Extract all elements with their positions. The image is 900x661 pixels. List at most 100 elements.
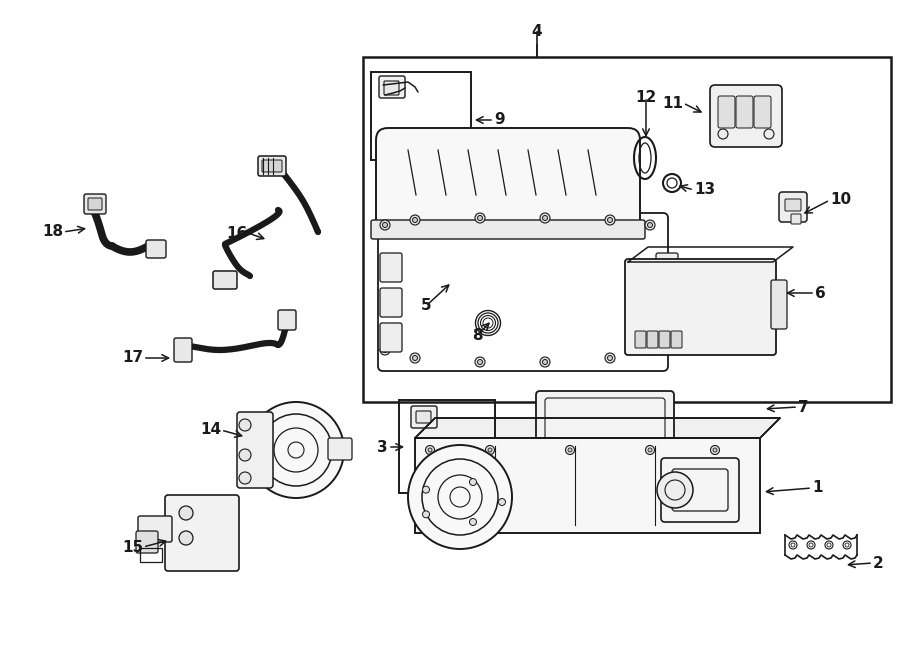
FancyBboxPatch shape (656, 288, 678, 317)
FancyBboxPatch shape (416, 411, 431, 423)
Circle shape (488, 448, 492, 452)
Circle shape (540, 213, 550, 223)
Circle shape (605, 353, 615, 363)
Bar (415, 438, 760, 533)
Text: 18: 18 (42, 225, 63, 239)
FancyBboxPatch shape (278, 310, 296, 330)
Circle shape (657, 472, 693, 508)
FancyBboxPatch shape (536, 391, 674, 447)
FancyBboxPatch shape (136, 531, 158, 553)
Text: 6: 6 (815, 286, 826, 301)
FancyBboxPatch shape (84, 194, 106, 214)
FancyBboxPatch shape (659, 331, 670, 348)
Circle shape (412, 356, 418, 360)
Circle shape (540, 357, 550, 367)
Circle shape (478, 215, 482, 221)
Circle shape (422, 486, 429, 493)
Text: 10: 10 (830, 192, 851, 208)
FancyBboxPatch shape (718, 96, 735, 128)
FancyBboxPatch shape (779, 192, 807, 222)
Polygon shape (415, 418, 780, 438)
Circle shape (648, 448, 652, 452)
FancyBboxPatch shape (754, 96, 771, 128)
Circle shape (239, 419, 251, 431)
FancyBboxPatch shape (736, 96, 753, 128)
FancyBboxPatch shape (647, 331, 658, 348)
Bar (371, 72, 471, 160)
Circle shape (764, 129, 774, 139)
Text: 14: 14 (200, 422, 221, 438)
FancyBboxPatch shape (213, 271, 237, 289)
Circle shape (410, 215, 420, 225)
FancyBboxPatch shape (625, 259, 776, 355)
Circle shape (608, 356, 613, 360)
Circle shape (428, 448, 432, 452)
Circle shape (647, 348, 652, 352)
Circle shape (645, 220, 655, 230)
FancyBboxPatch shape (635, 331, 646, 348)
FancyBboxPatch shape (262, 160, 282, 172)
Circle shape (422, 511, 429, 518)
Circle shape (499, 498, 506, 506)
FancyBboxPatch shape (656, 323, 678, 352)
FancyBboxPatch shape (138, 516, 172, 542)
Circle shape (410, 353, 420, 363)
Circle shape (608, 217, 613, 223)
FancyBboxPatch shape (380, 288, 402, 317)
Circle shape (485, 446, 494, 455)
FancyBboxPatch shape (785, 199, 801, 211)
Circle shape (470, 479, 476, 486)
Text: 15: 15 (122, 539, 143, 555)
Circle shape (239, 472, 251, 484)
FancyBboxPatch shape (384, 81, 399, 95)
FancyBboxPatch shape (165, 495, 239, 571)
Circle shape (380, 220, 390, 230)
Circle shape (565, 446, 574, 455)
FancyBboxPatch shape (258, 156, 286, 176)
FancyBboxPatch shape (371, 220, 645, 239)
Circle shape (382, 223, 388, 227)
FancyBboxPatch shape (380, 253, 402, 282)
Circle shape (179, 506, 193, 520)
FancyBboxPatch shape (379, 76, 405, 98)
Circle shape (718, 129, 728, 139)
Text: 4: 4 (532, 24, 543, 40)
FancyBboxPatch shape (380, 323, 402, 352)
Circle shape (647, 223, 652, 227)
FancyBboxPatch shape (661, 458, 739, 522)
Text: 2: 2 (873, 555, 884, 570)
Text: 1: 1 (812, 481, 823, 496)
Text: 13: 13 (694, 182, 716, 198)
Circle shape (645, 345, 655, 355)
Text: 17: 17 (122, 350, 143, 366)
Circle shape (478, 360, 482, 364)
Text: 12: 12 (635, 89, 657, 104)
Circle shape (710, 446, 719, 455)
Circle shape (475, 357, 485, 367)
Circle shape (248, 402, 344, 498)
Text: 8: 8 (472, 329, 482, 344)
Circle shape (412, 217, 418, 223)
Circle shape (239, 449, 251, 461)
Circle shape (382, 348, 388, 352)
FancyBboxPatch shape (411, 406, 437, 428)
Circle shape (380, 345, 390, 355)
Circle shape (543, 360, 547, 364)
Text: 16: 16 (227, 225, 248, 241)
Circle shape (408, 445, 512, 549)
Circle shape (470, 518, 476, 525)
FancyBboxPatch shape (671, 331, 682, 348)
FancyBboxPatch shape (174, 338, 192, 362)
Bar (363, 57, 891, 402)
Text: 7: 7 (798, 399, 808, 414)
FancyBboxPatch shape (146, 240, 166, 258)
Text: 3: 3 (377, 440, 388, 455)
Circle shape (645, 446, 654, 455)
FancyBboxPatch shape (328, 438, 352, 460)
FancyBboxPatch shape (791, 214, 801, 224)
FancyBboxPatch shape (376, 128, 640, 237)
Bar (140, 548, 162, 562)
FancyBboxPatch shape (656, 253, 678, 282)
Circle shape (426, 446, 435, 455)
Text: 11: 11 (662, 95, 683, 110)
